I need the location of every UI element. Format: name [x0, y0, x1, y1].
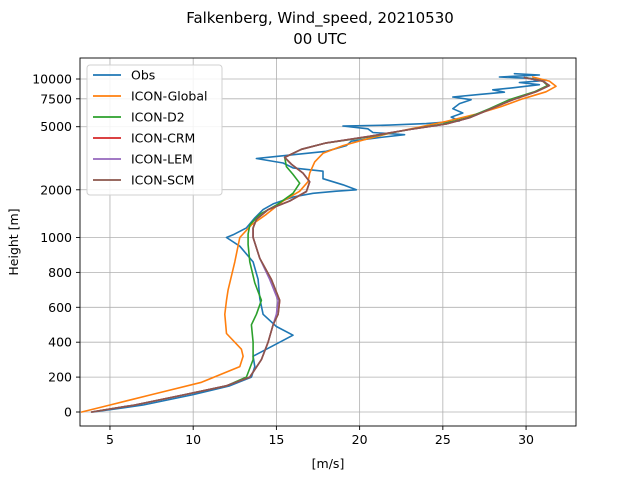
y-axis-label: Height [m]: [6, 208, 21, 275]
x-axis-label: [m/s]: [312, 456, 345, 471]
y-tick-label: 2000: [40, 182, 72, 197]
x-tick-label: 10: [185, 432, 201, 447]
y-tick-label: 1000: [40, 230, 72, 245]
chart-subtitle: 00 UTC: [293, 30, 347, 48]
legend-label-icon-lem: ICON-LEM: [131, 152, 193, 167]
x-tick-label: 15: [268, 432, 284, 447]
y-tick-label: 800: [48, 265, 72, 280]
y-tick-label: 5000: [40, 119, 72, 134]
grid-lines: [80, 58, 576, 426]
x-tick-label: 25: [435, 432, 451, 447]
y-tick-label: 0: [64, 405, 72, 420]
series-lines: [80, 72, 557, 413]
legend-label-icon-crm: ICON-CRM: [131, 131, 195, 146]
y-tick-label: 200: [48, 370, 72, 385]
series-line-obs: [92, 72, 547, 413]
series-line-icon-scm: [90, 76, 551, 413]
y-tick-label: 600: [48, 300, 72, 315]
x-tick-label: 5: [106, 432, 114, 447]
chart-title: Falkenberg, Wind_speed, 20210530: [186, 9, 454, 28]
legend-label-icon-d2: ICON-D2: [131, 110, 185, 125]
series-line-icon-global: [80, 76, 557, 413]
legend-label-obs: Obs: [131, 68, 155, 83]
legend-box: [86, 64, 223, 196]
legend: Obs ICON-Global ICON-D2 ICON-CRM ICON-LEM ICO…: [86, 64, 223, 196]
legend-label-icon-global: ICON-Global: [131, 89, 207, 104]
y-tick-label: 7500: [40, 91, 72, 106]
legend-items: Obs ICON-Global ICON-D2 ICON-CRM ICON-LEM ICO…: [93, 68, 207, 188]
x-tick-label: 30: [518, 432, 534, 447]
axis-ticks: 5 10 15 20 25 30 0 200 400 600 800 1000 2000 5000 7500…: [32, 72, 534, 448]
plot-frame: [79, 57, 577, 427]
x-tick-label: 20: [352, 432, 368, 447]
legend-label-icon-scm: ICON-SCM: [131, 173, 195, 188]
y-tick-label: 400: [48, 335, 72, 350]
y-tick-label: 10000: [32, 72, 72, 87]
